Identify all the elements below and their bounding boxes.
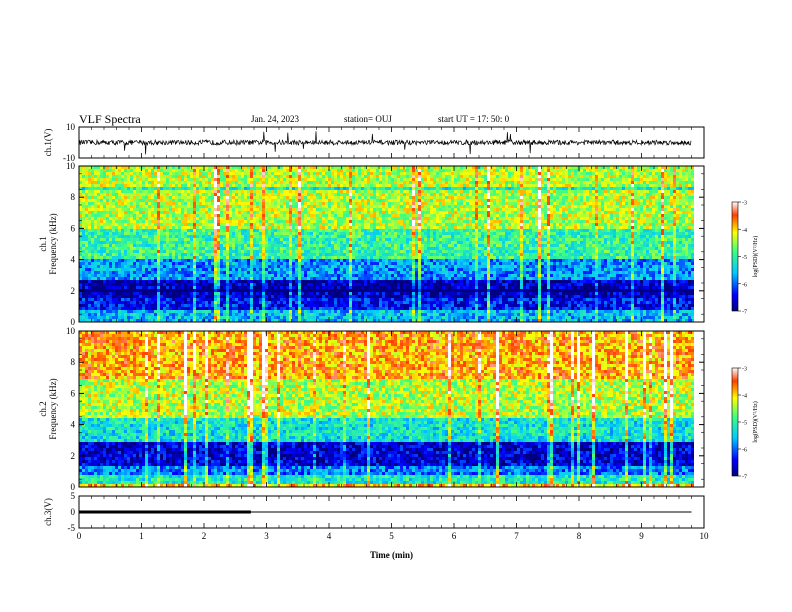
ch1-spectrogram-ylabel-line: ch.1 (38, 236, 48, 251)
ch1-spectrogram-colorbar-tick-label: -6 (742, 282, 747, 288)
ch2-spectrogram-cells (79, 331, 694, 487)
ch3-waveform-ytick-label: -5 (68, 523, 76, 533)
ch2-spectrogram-ytick-label: 4 (71, 420, 76, 430)
ch2-spectrogram-ylabel-line: Frequency (kHz) (48, 378, 58, 439)
ch1-spectrogram-ytick-label: 10 (66, 161, 76, 171)
x-tick-label: 10 (700, 531, 710, 541)
ch2-spectrogram-ytick-label: 6 (71, 388, 76, 398)
ch1-spectrogram-ylabel-line: Frequency (kHz) (48, 213, 58, 274)
x-tick-label: 7 (514, 531, 519, 541)
ch1-spectrogram-ytick-label: 2 (71, 286, 76, 296)
x-tick-label: 2 (202, 531, 207, 541)
ch2-spectrogram-ytick-label: 10 (66, 326, 76, 336)
ch3-waveform-ytick-label: 5 (71, 491, 76, 501)
ch1-waveform-ylabel-line: ch.1(V) (43, 129, 53, 157)
ch3-waveform-ylabel: ch.3(V) (43, 498, 53, 526)
ch3-waveform-ylabel-line: ch.3(V) (43, 498, 53, 526)
ch1-waveform-ylabel: ch.1(V) (43, 129, 53, 157)
x-axis-label: Time (min) (370, 550, 413, 560)
x-tick-label: 9 (639, 531, 644, 541)
x-tick-label: 0 (77, 531, 82, 541)
ch2-spectrogram-colorbar-tick-label: -7 (742, 475, 747, 481)
ch2-spectrogram-ytick-label: 8 (71, 357, 76, 367)
ch2-spectrogram-colorbar-label-text: log(PSD)(V²/Hz) (752, 401, 759, 442)
x-tick-label: 8 (577, 531, 582, 541)
ch1-waveform-ytick-label: 10 (66, 122, 76, 132)
ch2-spectrogram-colorbar-tick-label: -3 (742, 367, 747, 373)
ch2-spectrogram-ylabel-line: ch.2 (38, 401, 48, 416)
ch1-spectrogram-ytick-label: 8 (71, 192, 76, 202)
ch1-spectrogram-colorbar-label: log(PSD)(V²/Hz) (752, 236, 759, 277)
x-tick-label: 5 (389, 531, 394, 541)
ch1-spectrogram-colorbar-tick-label: -3 (742, 201, 747, 207)
x-tick-label: 6 (452, 531, 457, 541)
x-tick-label: 3 (264, 531, 269, 541)
ch2-spectrogram-colorbar-tick-label: -6 (742, 448, 747, 454)
ch2-spectrogram-colorbar (732, 368, 738, 476)
ch2-spectrogram-colorbar-tick-label: -4 (742, 394, 747, 400)
ch1-spectrogram-colorbar-tick-label: -4 (742, 228, 747, 234)
ch1-spectrogram-ylabel: ch.1 Frequency (kHz) (38, 213, 58, 274)
ch2-spectrogram-ytick-label: 2 (71, 451, 76, 461)
ch1-spectrogram-colorbar (732, 202, 738, 311)
ch3-waveform-ytick-label: 0 (71, 507, 76, 517)
ch1-spectrogram-cells (79, 166, 694, 322)
ch1-spectrogram-colorbar-tick-label: -5 (742, 255, 747, 261)
ch1-spectrogram-colorbar-tick-label: -7 (742, 310, 747, 316)
ch2-spectrogram-ylabel: ch.2 Frequency (kHz) (38, 378, 58, 439)
x-tick-label: 1 (139, 531, 144, 541)
ch1-spectrogram-colorbar-label-text: log(PSD)(V²/Hz) (752, 236, 759, 277)
ch1-spectrogram-ytick-label: 4 (71, 255, 76, 265)
ch2-spectrogram-colorbar-tick-label: -5 (742, 421, 747, 427)
ch1-spectrogram-ytick-label: 6 (71, 223, 76, 233)
ch2-spectrogram-colorbar-label: log(PSD)(V²/Hz) (752, 401, 759, 442)
x-tick-label: 4 (327, 531, 332, 541)
